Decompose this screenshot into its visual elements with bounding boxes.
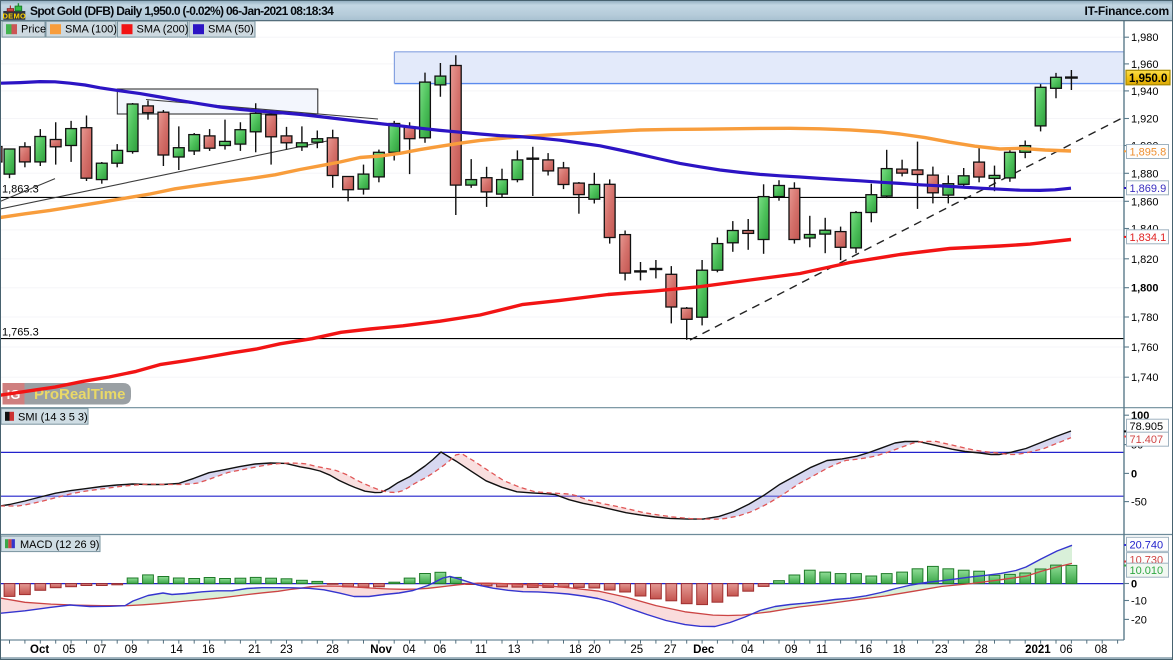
- svg-text:28: 28: [326, 644, 339, 656]
- svg-text:-20: -20: [1131, 614, 1147, 626]
- svg-text:1,950.0: 1,950.0: [1129, 73, 1167, 85]
- svg-text:1,960: 1,960: [1131, 59, 1159, 71]
- svg-text:DEMO: DEMO: [2, 11, 26, 20]
- svg-text:1,860: 1,860: [1131, 196, 1159, 208]
- svg-text:1,880: 1,880: [1131, 168, 1159, 180]
- svg-text:-50: -50: [1131, 497, 1147, 509]
- svg-text:1,940: 1,940: [1131, 86, 1159, 98]
- svg-text:1,920: 1,920: [1131, 114, 1159, 126]
- svg-text:27: 27: [664, 644, 677, 656]
- svg-text:23: 23: [280, 644, 293, 656]
- svg-text:MACD (12 26 9): MACD (12 26 9): [20, 539, 99, 551]
- svg-text:SMA (50): SMA (50): [208, 24, 254, 36]
- svg-text:78.905: 78.905: [1130, 421, 1164, 433]
- svg-text:09: 09: [125, 644, 138, 656]
- svg-text:1,765.3: 1,765.3: [2, 327, 39, 339]
- svg-text:11: 11: [475, 644, 487, 656]
- svg-text:1,740: 1,740: [1131, 372, 1159, 384]
- svg-text:13: 13: [508, 644, 521, 656]
- svg-text:0: 0: [1131, 579, 1137, 591]
- svg-text:1,820: 1,820: [1131, 254, 1159, 266]
- svg-text:Spot Gold (DFB) Daily 1,950.0: Spot Gold (DFB) Daily 1,950.0 (-0.02%) 0…: [30, 4, 334, 18]
- svg-text:08: 08: [1095, 644, 1108, 656]
- svg-text:21: 21: [248, 644, 261, 656]
- svg-text:07: 07: [94, 644, 107, 656]
- svg-text:10.010: 10.010: [1130, 565, 1164, 577]
- svg-text:IT-Finance.com: IT-Finance.com: [1084, 4, 1169, 18]
- svg-text:SMA (200): SMA (200): [137, 24, 189, 36]
- svg-text:2021: 2021: [1025, 644, 1051, 656]
- svg-text:04: 04: [741, 644, 754, 656]
- svg-text:20.740: 20.740: [1130, 539, 1164, 551]
- svg-text:1,895.8: 1,895.8: [1130, 147, 1167, 159]
- svg-text:1,760: 1,760: [1131, 342, 1159, 354]
- svg-text:1,780: 1,780: [1131, 312, 1159, 324]
- svg-text:25: 25: [630, 644, 643, 656]
- svg-text:SMA (100): SMA (100): [65, 24, 117, 36]
- svg-text:09: 09: [785, 644, 798, 656]
- svg-text:20: 20: [588, 644, 601, 656]
- svg-text:1,800: 1,800: [1131, 283, 1159, 295]
- svg-text:06: 06: [1060, 644, 1073, 656]
- svg-text:SMI (14 3 5 3): SMI (14 3 5 3): [18, 412, 88, 424]
- svg-text:1,834.1: 1,834.1: [1130, 232, 1167, 244]
- svg-text:05: 05: [63, 644, 76, 656]
- svg-text:1,863.3: 1,863.3: [2, 184, 39, 196]
- svg-text:0: 0: [1131, 468, 1137, 480]
- svg-text:Nov: Nov: [370, 644, 392, 656]
- svg-text:Dec: Dec: [693, 644, 715, 656]
- svg-text:11: 11: [816, 644, 828, 656]
- svg-text:16: 16: [202, 644, 215, 656]
- svg-text:04: 04: [403, 644, 416, 656]
- svg-text:1,980: 1,980: [1131, 32, 1159, 44]
- svg-text:Price: Price: [21, 24, 46, 36]
- svg-text:14: 14: [170, 644, 183, 656]
- svg-text:18: 18: [569, 644, 582, 656]
- svg-text:71.407: 71.407: [1130, 434, 1164, 446]
- svg-text:1,869.9: 1,869.9: [1130, 183, 1167, 195]
- svg-text:16: 16: [859, 644, 872, 656]
- svg-text:28: 28: [975, 644, 988, 656]
- svg-text:18: 18: [893, 644, 906, 656]
- svg-text:23: 23: [935, 644, 948, 656]
- svg-text:Oct: Oct: [30, 644, 49, 656]
- svg-text:ProRealTime: ProRealTime: [34, 386, 125, 403]
- svg-text:06: 06: [434, 644, 447, 656]
- svg-text:-10: -10: [1131, 596, 1147, 608]
